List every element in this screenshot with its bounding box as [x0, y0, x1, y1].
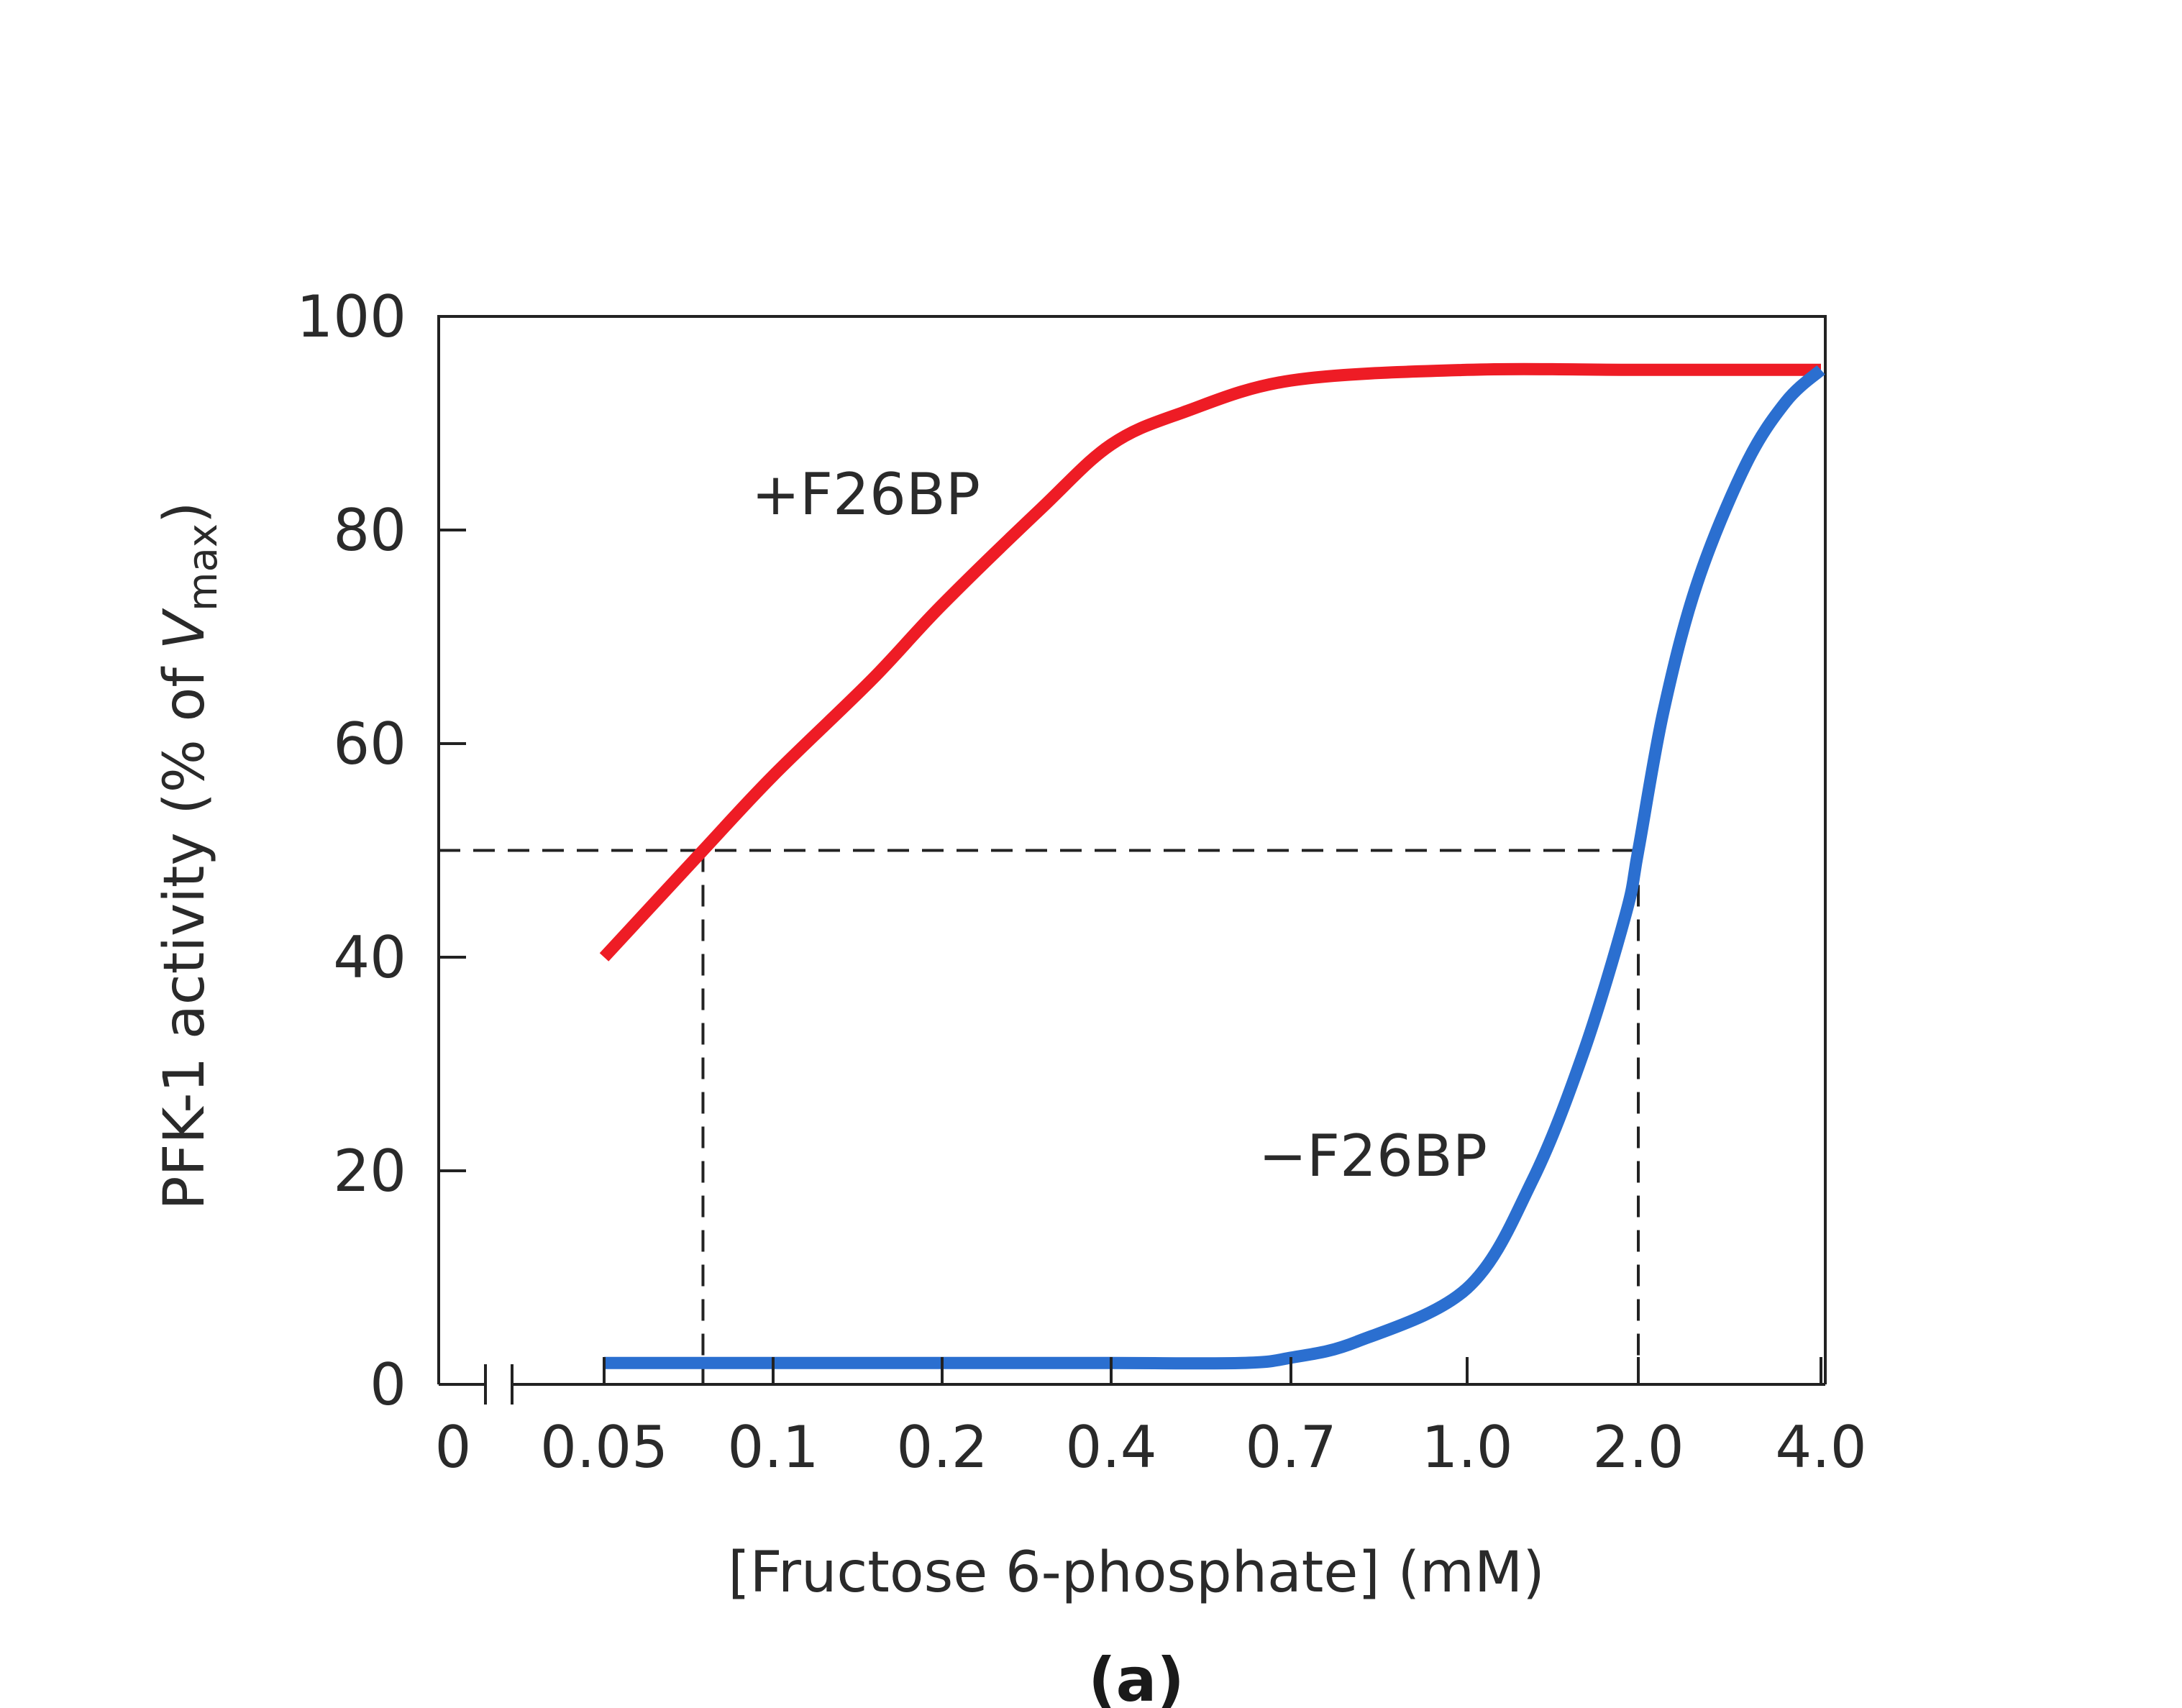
y-tick-label-60: 60 — [333, 711, 406, 777]
y-axis-title-sub: max — [180, 524, 227, 611]
x-tick-label-0.1: 0.1 — [727, 1414, 818, 1481]
series-line-plus-f26bp — [599, 362, 1821, 962]
axes: 0 0.05 0.1 0.2 0.4 0.7 1.0 2.0 4.0 0 20 40 60 80 100 — [296, 283, 1866, 1481]
x-tick-label-0: 0 — [435, 1414, 472, 1481]
y-tick-label-0: 0 — [370, 1351, 406, 1418]
y-axis-title-main: PFK-1 activity (% of — [152, 649, 217, 1210]
x-tick-label-0.2: 0.2 — [896, 1414, 987, 1481]
x-tick-label-0.05: 0.05 — [540, 1414, 668, 1481]
series-label-plus-f26bp: +F26BP — [752, 461, 980, 528]
x-tick-label-0.7: 0.7 — [1245, 1414, 1336, 1481]
series-layer — [599, 362, 1825, 1370]
y-tick-label-80: 80 — [333, 497, 406, 564]
y-axis-title: PFK-1 activity (% of Vmax) — [152, 502, 227, 1210]
panel-label: (a) — [1088, 1645, 1184, 1708]
reference-lines — [439, 849, 1640, 1384]
y-tick-label-100: 100 — [296, 283, 406, 350]
x-tick-label-4.0: 4.0 — [1775, 1414, 1866, 1481]
x-axis-title: [Fructose 6-phosphate] (mM) — [728, 1540, 1545, 1605]
y-axis-title-var: V — [152, 608, 217, 649]
y-tick-label-40: 40 — [333, 924, 406, 991]
y-tick-label-20: 20 — [333, 1138, 406, 1205]
x-tick-label-0.4: 0.4 — [1065, 1414, 1156, 1481]
x-tick-label-1.0: 1.0 — [1421, 1414, 1512, 1481]
y-axis-title-close: ) — [152, 502, 217, 524]
x-tick-label-2.0: 2.0 — [1592, 1414, 1684, 1481]
series-line-minus-f26bp — [603, 365, 1825, 1370]
series-label-minus-f26bp: −F26BP — [1259, 1123, 1487, 1189]
